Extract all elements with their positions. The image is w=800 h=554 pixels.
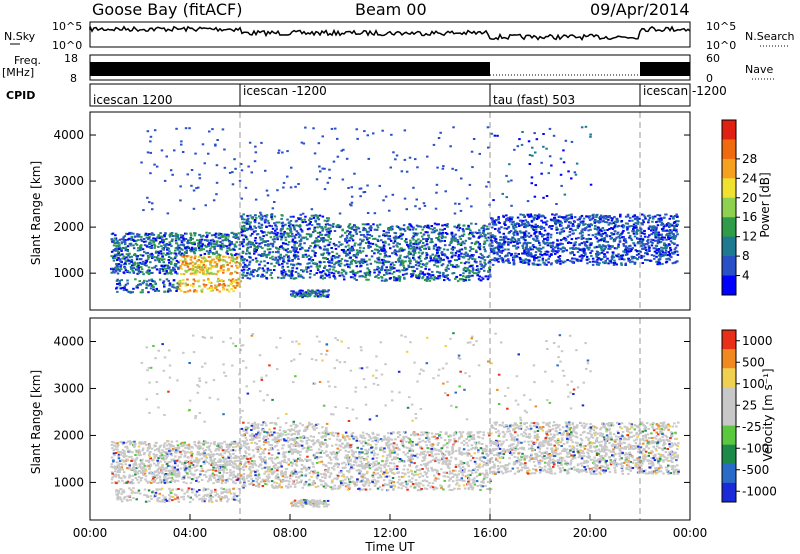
x-axis-label: Time UT [364, 540, 415, 554]
x-tick-label: 00:00 [673, 526, 708, 540]
nsearch-tick-bottom: 10^0 [706, 39, 736, 52]
x-tick-label: 12:00 [373, 526, 408, 540]
y-tick-label: 4000 [53, 334, 84, 348]
nsearch-tick-top: 10^5 [706, 20, 736, 33]
nave-label: Nave [745, 63, 773, 76]
freq-tick-top: 18 [64, 52, 78, 65]
velocity-cbar-label: Velocity [m s⁻¹] [761, 368, 775, 461]
colorbar-tick-label: 8 [742, 249, 750, 263]
colorbar-tick-label: 16 [742, 210, 757, 224]
cpid-segment-label: tau (fast) 503 [493, 93, 575, 107]
nave-tick-bottom: 0 [706, 72, 713, 85]
y-tick-label: 1000 [53, 475, 84, 489]
colorbar-tick-label: -25 [742, 420, 762, 434]
freq-strip: Freq. [MHz] 18 8 60 0 Nave [2, 52, 775, 85]
colorbar-tick-label: 1000 [742, 334, 773, 348]
power-colorbar: 4 8 12 16 20 24 28 [721, 119, 757, 296]
velocity-cells [110, 318, 680, 520]
colorbar-tick-label: -1000 [742, 484, 777, 498]
nsky-strip: N.Sky 10^5 10^0 10^5 10^0 N.Search [4, 20, 795, 52]
colorbar-tick-label: 4 [742, 269, 750, 283]
date-title: 09/Apr/2014 [590, 0, 690, 19]
colorbar-tick-label: -100 [742, 441, 769, 455]
cpid-segment-label: icescan -1200 [243, 84, 327, 98]
x-tick-label: 16:00 [473, 526, 508, 540]
colorbar-tick-label: -500 [742, 463, 769, 477]
station-title: Goose Bay (fitACF) [92, 0, 242, 19]
nsky-tick-bottom: 10^0 [52, 39, 82, 52]
nsky-trace [89, 25, 691, 41]
velocity-panel: 1000 2000 3000 4000 00:00 04:00 08:00 12:00 16:… [29, 317, 777, 554]
y-tick-label: 4000 [53, 128, 84, 142]
cpid-segment-label: icescan 1200 [93, 93, 172, 107]
cpid-label: CPID [6, 89, 35, 102]
x-tick-label: 04:00 [173, 526, 208, 540]
cpid-strip: icescan 1200 icescan -1200 tau (fast) 503 i… [6, 83, 727, 107]
colorbar-tick-label: 100 [742, 377, 765, 391]
y-tick-label: 3000 [53, 381, 84, 395]
power-cbar-label: Power [dB] [758, 172, 772, 237]
x-tick-label: 20:00 [573, 526, 608, 540]
colorbar-tick-label: 20 [742, 191, 757, 205]
freq-label-2: [MHz] [2, 66, 34, 79]
y-tick-label: 3000 [53, 174, 84, 188]
y-tick-label: 1000 [53, 266, 84, 280]
nsearch-label: N.Search [745, 30, 795, 43]
y-tick-label: 2000 [53, 220, 84, 234]
x-tick-label: 08:00 [273, 526, 308, 540]
y-tick-label: 2000 [53, 428, 84, 442]
colorbar-tick-label: 24 [742, 171, 757, 185]
power-panel: 1000 2000 3000 4000 4 8 12 16 20 24 28 Slant Rang… [29, 111, 772, 311]
beam-title: Beam 00 [355, 0, 427, 19]
freq-tick-bottom: 8 [70, 72, 77, 85]
power-ylabel: Slant Range [km] [29, 161, 43, 265]
colorbar-tick-label: 500 [742, 355, 765, 369]
freq-label-1: Freq. [14, 54, 41, 67]
colorbar-tick-label: 25 [742, 398, 757, 412]
x-tick-label: 00:00 [73, 526, 108, 540]
nave-tick-top: 60 [706, 52, 720, 65]
velocity-ylabel: Slant Range [km] [29, 370, 43, 474]
power-cells [110, 112, 680, 310]
velocity-colorbar: 1000 500 100 25 -25 -100 -500 -1000 [721, 329, 777, 503]
nsky-label: N.Sky [4, 30, 36, 43]
cpid-segment-label: icescan -1200 [643, 84, 727, 98]
colorbar-tick-label: 12 [742, 230, 757, 244]
colorbar-tick-label: 28 [742, 152, 757, 166]
freq-bars [90, 62, 690, 76]
nsky-tick-top: 10^5 [52, 20, 82, 33]
